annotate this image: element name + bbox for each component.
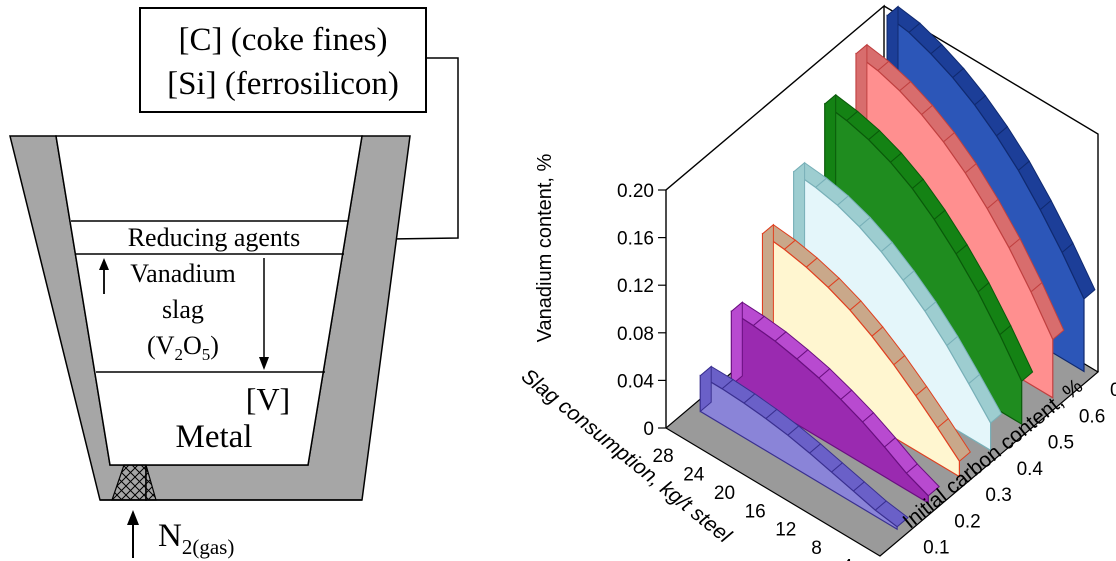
z-tick-label: 0.20 [617, 181, 654, 202]
slag-label: slag [162, 295, 204, 324]
x-tick-label: 16 [745, 501, 766, 522]
porous-plug [111, 464, 157, 501]
ladle-diagram: [C] (coke fines) [Si] (ferrosilicon) Red… [9, 7, 459, 559]
series-end-cap [730, 301, 743, 387]
ladle-interior [55, 135, 363, 466]
n2-gas-label: N2(gas) [158, 518, 234, 559]
z-tick-label: 0.08 [617, 324, 654, 345]
series-front-face [793, 170, 992, 452]
back-wall-right [883, 5, 1099, 372]
x-tick-label: 24 [683, 465, 705, 486]
reductant-box [139, 7, 427, 113]
vanadium-label: Vanadium [130, 259, 235, 288]
z-axis-label: Vanadium content, % [534, 153, 556, 342]
y-tick-label: 0.1 [923, 538, 949, 559]
x-tick-label: 4 [842, 556, 853, 561]
series-carbon-0.2 [730, 301, 940, 504]
series-front-face [730, 310, 929, 504]
x-tick-label: 28 [653, 446, 674, 467]
reducing-agents-label: Reducing agents [128, 223, 301, 252]
v-label: [V] [246, 381, 290, 417]
series-carbon-0.3 [761, 223, 971, 478]
z-tick-label: 0.04 [617, 371, 654, 392]
z-tick-label: 0.16 [617, 229, 654, 250]
y-tick-label: 0.5 [1048, 433, 1074, 454]
series-front-face [699, 374, 898, 531]
y-tick-label: 0.3 [985, 485, 1011, 506]
x-tick-label: 20 [714, 483, 735, 504]
y-tick-label: 0.6 [1079, 406, 1105, 427]
x-tick-label: 12 [775, 520, 796, 541]
series-carbon-0.1 [699, 365, 909, 531]
series-front-face [761, 232, 961, 478]
z-tick-label: 0 [643, 419, 654, 440]
y-tick-label: 0.4 [1017, 459, 1044, 480]
y-tick-label: 0.7 [1110, 380, 1116, 401]
y-tick-label: 0.2 [954, 511, 980, 532]
x-tick-label: 8 [811, 538, 822, 559]
series-end-cap [699, 365, 712, 413]
metal-label: Metal [176, 419, 253, 455]
v2o5-label: (V2O5) [147, 331, 219, 364]
vanadium-3d-chart: 00.040.080.120.160.2028242016128400.10.2… [517, 4, 1116, 561]
box-line-coke: [C] (coke fines) [179, 22, 388, 58]
series-front-face [824, 102, 1023, 426]
box-line-ferrosilicon: [Si] (ferrosilicon) [167, 66, 399, 102]
z-tick-label: 0.12 [617, 276, 654, 297]
